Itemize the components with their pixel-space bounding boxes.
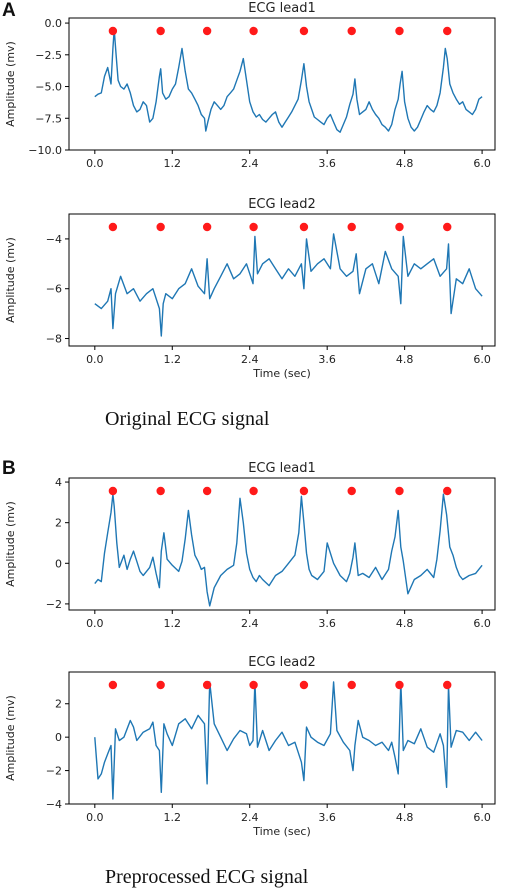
ecg-signal-line bbox=[94, 493, 483, 607]
y-tick-label: −2 bbox=[46, 598, 62, 611]
r-peak-marker bbox=[299, 486, 309, 496]
x-tick-label: 4.8 bbox=[396, 811, 414, 824]
x-tick-label: 2.4 bbox=[241, 617, 259, 630]
x-tick-label: 6.0 bbox=[473, 157, 491, 170]
y-tick-label: −8 bbox=[46, 333, 62, 346]
x-tick-label: 0.0 bbox=[86, 353, 104, 366]
r-peak-marker bbox=[156, 486, 165, 496]
r-peak-marker bbox=[249, 222, 258, 232]
r-peak-marker bbox=[249, 680, 258, 690]
x-tick-label: 2.4 bbox=[241, 157, 259, 170]
x-tick-label: 2.4 bbox=[241, 811, 259, 824]
plot-frame bbox=[68, 477, 496, 611]
panel-label-a: A bbox=[2, 0, 16, 21]
caption-preprocessed: Preprocessed ECG signal bbox=[105, 866, 309, 888]
ecg-signal-line bbox=[94, 28, 483, 133]
x-tick-label: 1.2 bbox=[164, 811, 182, 824]
r-peak-marker bbox=[443, 26, 452, 36]
r-peak-marker bbox=[443, 486, 452, 496]
r-peak-marker bbox=[108, 26, 118, 36]
x-tick-label: 4.8 bbox=[396, 353, 414, 366]
chart-title: ECG lead2 bbox=[248, 655, 316, 670]
x-tick-label: 3.6 bbox=[318, 353, 336, 366]
plot-frame bbox=[68, 671, 496, 805]
r-peak-marker bbox=[108, 486, 118, 496]
y-tick-label: 4 bbox=[55, 476, 62, 489]
y-tick-label: 2 bbox=[55, 517, 62, 530]
x-tick-label: 6.0 bbox=[473, 617, 491, 630]
r-peak-marker bbox=[156, 680, 165, 690]
r-peak-marker bbox=[347, 486, 356, 496]
r-peak-marker bbox=[249, 486, 258, 496]
r-peak-marker bbox=[202, 680, 212, 690]
chart-title: ECG lead1 bbox=[248, 461, 316, 476]
y-axis-label: Amplitude (mv) bbox=[4, 501, 17, 587]
x-tick-label: 1.2 bbox=[164, 617, 182, 630]
r-peak-marker bbox=[443, 222, 452, 232]
x-tick-label: 0.0 bbox=[86, 157, 104, 170]
r-peak-marker bbox=[443, 680, 452, 690]
r-peak-marker bbox=[156, 26, 165, 36]
y-axis-label: Amplitude (mv) bbox=[4, 41, 17, 127]
x-tick-label: 4.8 bbox=[396, 157, 414, 170]
x-tick-label: 3.6 bbox=[318, 811, 336, 824]
r-peak-marker bbox=[156, 222, 165, 232]
r-peak-marker bbox=[299, 222, 309, 232]
x-tick-label: 2.4 bbox=[241, 353, 259, 366]
x-tick-label: 4.8 bbox=[396, 617, 414, 630]
panel-label-b: B bbox=[2, 458, 16, 479]
ecg-signal-line bbox=[94, 681, 483, 800]
r-peak-marker bbox=[108, 680, 118, 690]
r-peak-marker bbox=[347, 680, 356, 690]
y-tick-label: 0 bbox=[55, 557, 62, 570]
y-tick-label: −10.0 bbox=[28, 144, 62, 157]
x-axis-label: Time (sec) bbox=[252, 367, 311, 380]
r-peak-marker bbox=[108, 222, 118, 232]
r-peak-marker bbox=[202, 26, 212, 36]
x-tick-label: 6.0 bbox=[473, 353, 491, 366]
r-peak-marker bbox=[395, 222, 404, 232]
x-tick-label: 6.0 bbox=[473, 811, 491, 824]
x-tick-label: 3.6 bbox=[318, 617, 336, 630]
y-tick-label: 0.0 bbox=[45, 17, 63, 30]
x-axis-label: Time (sec) bbox=[252, 825, 311, 838]
y-tick-label: −2 bbox=[46, 765, 62, 778]
y-axis-label: Amplitude (mv) bbox=[4, 237, 17, 323]
r-peak-marker bbox=[202, 222, 212, 232]
x-tick-label: 1.2 bbox=[164, 157, 182, 170]
y-tick-label: 2 bbox=[55, 698, 62, 711]
y-tick-label: −5.0 bbox=[35, 81, 62, 94]
x-tick-label: 1.2 bbox=[164, 353, 182, 366]
y-tick-label: −7.5 bbox=[35, 112, 62, 125]
plot-frame bbox=[68, 17, 496, 151]
r-peak-marker bbox=[249, 26, 258, 36]
r-peak-marker bbox=[299, 26, 309, 36]
x-tick-label: 3.6 bbox=[318, 157, 336, 170]
chart-title: ECG lead1 bbox=[248, 1, 316, 16]
y-axis-label: Amplitude (mv) bbox=[4, 695, 17, 781]
r-peak-marker bbox=[202, 486, 212, 496]
y-tick-label: 0 bbox=[55, 731, 62, 744]
r-peak-marker bbox=[299, 680, 309, 690]
y-tick-label: −6 bbox=[46, 283, 62, 296]
ecg-signal-line bbox=[94, 233, 483, 337]
chart-title: ECG lead2 bbox=[248, 197, 316, 212]
y-tick-label: −2.5 bbox=[35, 49, 62, 62]
x-tick-label: 0.0 bbox=[86, 811, 104, 824]
r-peak-marker bbox=[395, 680, 404, 690]
r-peak-marker bbox=[395, 26, 404, 36]
x-tick-label: 0.0 bbox=[86, 617, 104, 630]
plot-frame bbox=[68, 213, 496, 347]
r-peak-marker bbox=[347, 26, 356, 36]
caption-original: Original ECG signal bbox=[105, 408, 270, 430]
y-tick-label: −4 bbox=[46, 798, 62, 811]
r-peak-marker bbox=[347, 222, 356, 232]
y-tick-label: −4 bbox=[46, 233, 62, 246]
r-peak-marker bbox=[395, 486, 404, 496]
